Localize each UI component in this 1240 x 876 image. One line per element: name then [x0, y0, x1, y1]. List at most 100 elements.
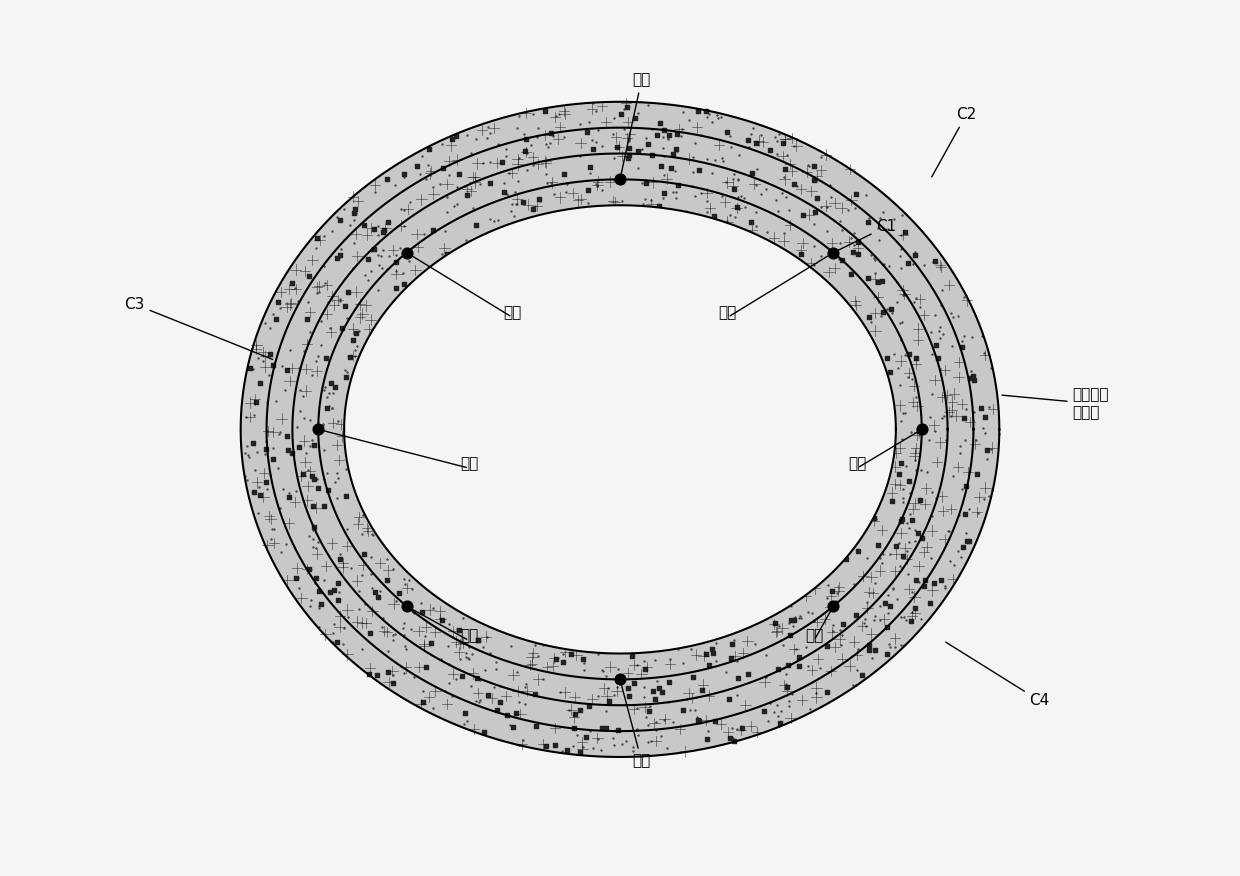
Point: [906, 390, 926, 404]
Point: [322, 385, 342, 399]
Point: [577, 125, 596, 139]
Point: [361, 264, 381, 278]
Point: [857, 595, 877, 609]
Point: [459, 640, 479, 654]
Point: [322, 401, 342, 415]
Point: [516, 132, 536, 146]
Point: [667, 127, 687, 141]
Point: [610, 173, 630, 187]
Point: [347, 339, 367, 353]
Point: [469, 695, 489, 709]
Point: [668, 641, 688, 655]
Point: [402, 622, 422, 636]
Point: [263, 453, 283, 467]
Point: [781, 612, 801, 626]
Point: [355, 268, 374, 282]
Point: [905, 534, 925, 548]
Point: [639, 98, 658, 112]
Point: [391, 201, 410, 215]
Point: [890, 261, 910, 275]
Point: [972, 329, 992, 343]
Point: [646, 692, 666, 706]
Point: [692, 682, 712, 696]
Point: [249, 480, 269, 494]
Point: [866, 576, 885, 590]
Point: [719, 731, 739, 745]
Point: [800, 702, 820, 716]
Point: [463, 201, 482, 215]
Point: [348, 583, 368, 597]
Point: [306, 354, 326, 368]
Point: [789, 660, 808, 674]
Point: [920, 410, 940, 424]
Point: [603, 731, 622, 745]
Point: [779, 616, 799, 630]
Point: [729, 201, 749, 215]
Point: [378, 215, 398, 230]
Point: [901, 425, 921, 439]
Point: [353, 547, 373, 561]
Point: [914, 530, 934, 544]
Point: [873, 547, 893, 561]
Point: [377, 262, 397, 276]
Point: [897, 613, 916, 627]
Point: [947, 308, 967, 322]
Point: [884, 212, 904, 226]
Point: [626, 658, 646, 672]
Point: [475, 725, 495, 739]
Point: [320, 321, 340, 335]
Point: [399, 254, 419, 268]
Point: [237, 473, 257, 487]
Point: [301, 470, 321, 484]
Point: [673, 656, 693, 670]
Point: [289, 294, 309, 308]
Point: [322, 635, 342, 649]
Point: [923, 509, 942, 523]
Point: [303, 470, 322, 484]
Point: [593, 183, 613, 197]
Point: [866, 253, 885, 267]
Point: [352, 568, 372, 582]
Point: [343, 207, 363, 221]
Point: [869, 599, 889, 613]
Point: [779, 658, 799, 672]
Point: [243, 435, 263, 449]
Point: [959, 534, 978, 548]
Point: [742, 166, 761, 180]
Point: [439, 168, 459, 182]
Point: [241, 361, 260, 375]
Point: [952, 335, 972, 349]
Point: [889, 467, 909, 481]
Point: [848, 544, 868, 558]
Point: [769, 618, 789, 632]
Point: [270, 300, 290, 314]
Point: [394, 572, 414, 586]
Point: [940, 554, 960, 568]
Point: [680, 703, 699, 717]
Point: [639, 199, 658, 213]
Point: [713, 189, 733, 203]
Point: [393, 621, 413, 635]
Point: [883, 582, 903, 596]
Point: [950, 508, 970, 522]
Point: [931, 299, 951, 313]
Point: [397, 245, 417, 259]
Point: [880, 640, 900, 654]
Point: [433, 613, 453, 627]
Point: [882, 493, 901, 507]
Point: [439, 675, 459, 689]
Point: [472, 229, 492, 243]
Point: [913, 532, 932, 546]
Point: [956, 526, 976, 540]
Point: [368, 228, 388, 242]
Point: [521, 138, 541, 152]
Point: [707, 109, 727, 123]
Point: [263, 358, 283, 372]
Point: [799, 159, 818, 173]
Point: [962, 329, 982, 343]
Point: [265, 393, 285, 407]
Point: [903, 513, 923, 527]
Point: [925, 576, 945, 590]
Point: [332, 321, 352, 336]
Point: [613, 194, 632, 208]
